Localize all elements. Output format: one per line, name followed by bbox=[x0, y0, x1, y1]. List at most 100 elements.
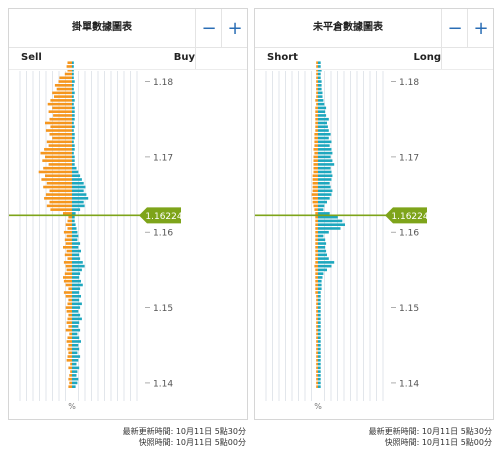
teal-bar bbox=[318, 257, 329, 260]
price-tick-label: 1.16 bbox=[399, 229, 419, 239]
teal-bar bbox=[318, 227, 341, 230]
teal-bar bbox=[318, 234, 324, 238]
orange-bar bbox=[316, 95, 318, 98]
price-tick-label: 1.18 bbox=[153, 78, 173, 88]
current-price-badge bbox=[385, 207, 427, 224]
teal-bar bbox=[72, 325, 79, 328]
teal-bar bbox=[318, 129, 329, 132]
teal-bar bbox=[72, 272, 81, 275]
orange-bar bbox=[316, 351, 318, 355]
orange-bar bbox=[315, 272, 318, 275]
long-label: Long bbox=[413, 52, 441, 63]
teal-bar bbox=[72, 374, 77, 377]
orange-bar bbox=[63, 230, 72, 234]
price-tick-label: 1.14 bbox=[399, 379, 419, 389]
orange-bar bbox=[67, 347, 72, 351]
position-book-panel: 1.18 1.17 1.16 1.15 1.14 1.16224% 未平倉數據圖表 − +… bbox=[254, 8, 494, 420]
divider bbox=[441, 47, 442, 69]
orange-bar bbox=[313, 163, 318, 166]
zoom-out-button[interactable]: − bbox=[195, 9, 222, 47]
teal-bar bbox=[72, 181, 84, 185]
teal-bar bbox=[72, 264, 85, 268]
orange-bar bbox=[315, 106, 318, 110]
teal-bar bbox=[72, 155, 75, 159]
orange-bar bbox=[54, 84, 72, 87]
teal-bar bbox=[72, 91, 75, 95]
orange-bar bbox=[46, 181, 72, 185]
orange-bar bbox=[49, 132, 72, 136]
orange-bar bbox=[312, 189, 318, 193]
teal-bar bbox=[72, 298, 80, 302]
teal-bar bbox=[72, 370, 78, 373]
teal-bar bbox=[72, 230, 78, 234]
teal-bar bbox=[318, 61, 321, 65]
teal-bar bbox=[318, 163, 335, 166]
teal-bar bbox=[318, 212, 330, 215]
teal-bar bbox=[318, 279, 322, 283]
orange-bar bbox=[315, 212, 318, 215]
zoom-in-button[interactable]: + bbox=[221, 9, 248, 47]
teal-bar bbox=[318, 68, 322, 72]
orange-bar bbox=[316, 76, 318, 80]
orange-bar bbox=[316, 328, 318, 332]
orange-bar bbox=[46, 204, 72, 208]
price-tick-label: 1.16 bbox=[153, 229, 173, 239]
orange-bar bbox=[63, 261, 72, 264]
orange-bar bbox=[315, 215, 318, 219]
teal-bar bbox=[318, 72, 321, 76]
orange-bar bbox=[67, 227, 72, 230]
teal-bar bbox=[318, 272, 324, 275]
teal-bar bbox=[318, 321, 321, 324]
orange-bar bbox=[53, 114, 72, 117]
orange-bar bbox=[312, 200, 318, 204]
order-book-header: 掛單數據圖表 − + bbox=[9, 9, 247, 48]
teal-bar bbox=[72, 102, 74, 106]
orange-bar bbox=[316, 61, 318, 65]
orange-bar bbox=[316, 87, 318, 91]
orange-bar bbox=[316, 65, 318, 68]
orange-bar bbox=[63, 276, 72, 279]
orange-bar bbox=[47, 102, 72, 106]
orange-bar bbox=[45, 193, 72, 196]
teal-bar bbox=[318, 242, 327, 245]
price-tick-label: 1.18 bbox=[399, 78, 419, 88]
orange-bar bbox=[316, 306, 318, 309]
orange-bar bbox=[312, 197, 318, 200]
teal-bar bbox=[318, 287, 322, 291]
teal-bar bbox=[318, 291, 321, 294]
zoom-in-button[interactable]: + bbox=[467, 9, 494, 47]
orange-bar bbox=[315, 121, 318, 125]
teal-bar bbox=[318, 268, 327, 272]
teal-bar bbox=[318, 110, 326, 113]
teal-bar bbox=[72, 283, 83, 287]
orange-bar bbox=[315, 246, 318, 249]
teal-bar bbox=[72, 87, 74, 91]
teal-bar bbox=[318, 148, 332, 151]
orange-bar bbox=[45, 174, 72, 178]
teal-bar bbox=[318, 317, 321, 321]
teal-bar bbox=[72, 340, 81, 343]
teal-bar bbox=[318, 362, 321, 366]
orange-bar bbox=[38, 170, 72, 174]
orange-bar bbox=[316, 366, 318, 370]
teal-bar bbox=[318, 377, 321, 381]
order-book-chart: 1.18 1.17 1.16 1.15 1.14 1.16224% bbox=[9, 61, 183, 411]
teal-bar bbox=[318, 114, 327, 117]
orange-bar bbox=[316, 370, 318, 373]
teal-bar bbox=[72, 178, 82, 181]
orange-bar bbox=[48, 163, 72, 166]
teal-bar bbox=[72, 268, 82, 272]
teal-bar bbox=[72, 129, 74, 132]
teal-bar bbox=[72, 136, 75, 140]
teal-bar bbox=[72, 253, 80, 257]
orange-bar bbox=[66, 249, 72, 253]
teal-bar bbox=[72, 76, 74, 80]
orange-bar bbox=[67, 61, 72, 65]
zoom-out-button[interactable]: − bbox=[441, 9, 468, 47]
teal-bar bbox=[318, 76, 321, 80]
teal-bar bbox=[72, 189, 84, 193]
orange-bar bbox=[316, 359, 318, 362]
orange-bar bbox=[45, 129, 72, 132]
teal-bar bbox=[318, 283, 322, 287]
teal-bar bbox=[318, 381, 321, 385]
